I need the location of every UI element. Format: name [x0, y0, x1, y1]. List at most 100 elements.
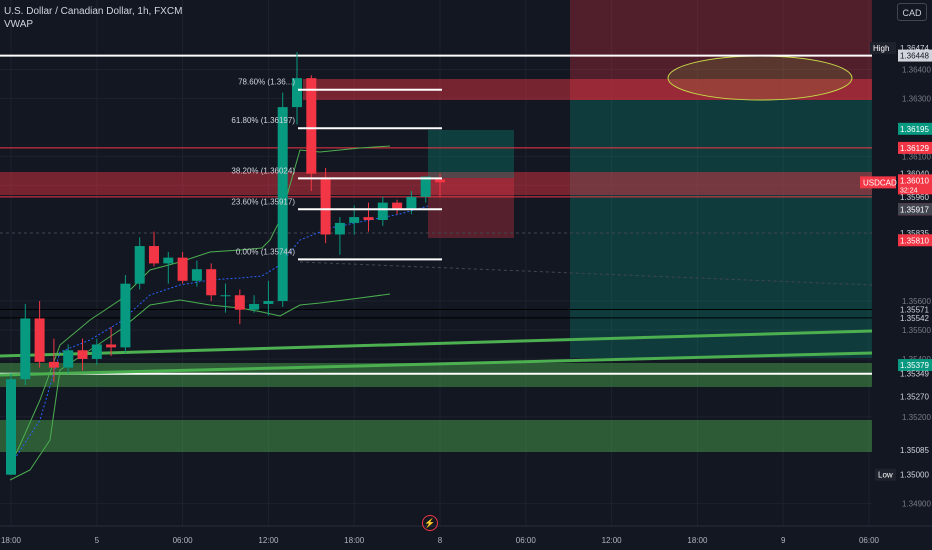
candle-body [163, 257, 174, 264]
time-axis-bg [0, 526, 932, 550]
price-tag: USDCAD [863, 178, 897, 187]
time-axis-tick: 9 [781, 536, 786, 545]
supply-zone-mid [0, 172, 872, 195]
position-stop [428, 178, 514, 238]
candle-body [306, 78, 317, 174]
price-label: 1.36195 [900, 125, 929, 134]
trend-line-upper [0, 329, 873, 358]
price-label: 1.35270 [900, 393, 929, 402]
position-target [428, 130, 514, 178]
zone-lower-green [570, 100, 872, 358]
price-tag-bg [860, 176, 896, 189]
candle-body [234, 295, 245, 310]
price-label-bg [898, 122, 932, 135]
price-label: 1.35835 [900, 229, 929, 238]
fib-level-label: 78.60% (1.36...) [238, 78, 295, 87]
time-axis-tick: 18:00 [1, 536, 22, 545]
price-label-bg [898, 141, 932, 154]
price-axis-tick: 1.36400 [902, 65, 931, 74]
time-axis-tick: 06:00 [859, 536, 880, 545]
fib-level-label: 23.60% (1.35917) [231, 197, 295, 206]
candle-body [149, 246, 159, 264]
fib-level-label: 38.20% (1.36024) [231, 166, 295, 175]
candle-body [377, 202, 388, 220]
demand-zone-1 [0, 363, 872, 387]
candle-body [277, 107, 288, 302]
price-axis-tick: 1.35600 [902, 297, 931, 306]
time-axis-tick: 5 [95, 536, 100, 545]
price-axis-tick: 1.35500 [902, 326, 931, 335]
price-label: 1.35085 [900, 446, 929, 455]
time-axis-tick: 8 [438, 536, 443, 545]
time-axis-tick: 12:00 [258, 536, 279, 545]
price-label: 1.35810 [900, 236, 929, 245]
candle-body [77, 350, 88, 359]
indicator-label[interactable]: VWAP [4, 19, 34, 30]
fib-level-label: 61.80% (1.36197) [231, 116, 295, 125]
price-tag-bg [875, 468, 896, 481]
candle-body [91, 344, 102, 359]
time-axis-tick: 18:00 [344, 536, 365, 545]
price-label-bg [898, 203, 932, 216]
time-axis-tick: 06:00 [516, 536, 537, 545]
candle-body [363, 217, 374, 220]
demand-zone-2 [0, 420, 872, 452]
price-label: 1.35349 [900, 370, 929, 379]
candle-body [320, 179, 331, 235]
symbol-title: U.S. Dollar / Canadian Dollar, 1h, FXCM [4, 6, 183, 17]
candle-body [220, 295, 231, 297]
candle-body [6, 379, 16, 475]
price-tag: High [873, 44, 889, 53]
trend-line-lower [0, 351, 873, 377]
price-label: 1.35571 [900, 305, 929, 314]
candle-body [206, 269, 217, 296]
price-label: 1.35960 [900, 193, 929, 202]
candle-body [334, 222, 345, 235]
price-label-bg [898, 49, 932, 62]
price-axis-tick: 1.36300 [902, 94, 931, 103]
price-label: 1.35917 [900, 205, 929, 214]
candle-body [48, 361, 59, 368]
candle-body [435, 179, 445, 183]
price-label: 1.36010 [900, 176, 929, 185]
price-axis-tick: 1.34900 [902, 500, 931, 509]
candle-body [191, 269, 202, 281]
candle-body [177, 257, 188, 281]
price-tag: Low [878, 471, 893, 480]
candle-body [134, 246, 145, 284]
time-axis-tick: 06:00 [173, 536, 194, 545]
candle-body [420, 176, 431, 197]
time-axis-tick: 18:00 [687, 536, 708, 545]
countdown-label: 32:24 [900, 187, 918, 194]
time-axis-tick: 12:00 [602, 536, 623, 545]
price-axis-tick: 1.36100 [902, 152, 931, 161]
fib-level-label: 0.00% (1.35744) [236, 247, 295, 256]
candle-body [106, 344, 117, 348]
candle-body [63, 350, 74, 368]
price-label: 1.35000 [900, 471, 929, 480]
candle-body [406, 196, 417, 209]
candle-body [263, 301, 274, 304]
candle-body [34, 318, 45, 362]
candle-body [392, 202, 403, 209]
price-label-bg [898, 359, 932, 372]
zone-upper-red [570, 0, 872, 100]
vwap-lower-band [9, 293, 391, 481]
candle-body [349, 217, 360, 223]
vwap-line [9, 205, 429, 467]
candle-body [120, 283, 131, 348]
event-bolt-icon[interactable]: ⚡ [422, 515, 438, 531]
price-axis-bg [872, 0, 932, 550]
highlight-ellipse [667, 55, 853, 101]
price-label-bg [898, 234, 932, 247]
currency-button[interactable]: CAD [897, 3, 927, 21]
price-label: 1.35379 [900, 361, 929, 370]
price-tag-bg [870, 42, 896, 55]
price-label-bg [898, 174, 932, 195]
price-label: 1.36448 [900, 52, 929, 61]
supply-zone-top [303, 79, 872, 100]
price-label: 1.36474 [900, 44, 929, 53]
price-axis-tick: 1.35200 [902, 413, 931, 422]
